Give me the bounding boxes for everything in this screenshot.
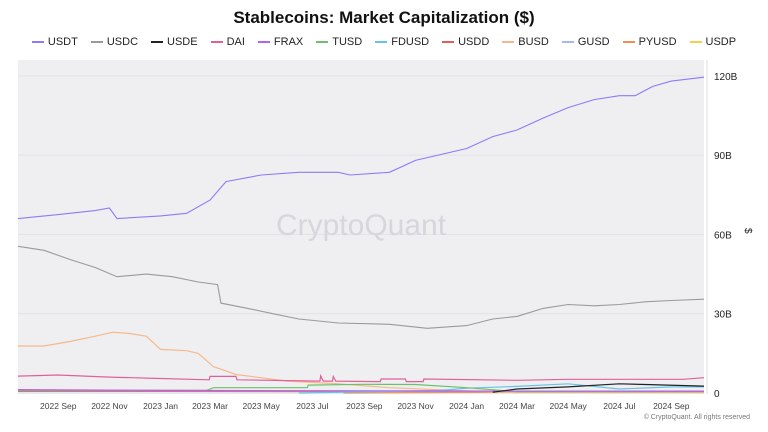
legend-label: BUSD xyxy=(518,36,549,48)
y-axis-label: $ xyxy=(742,228,753,234)
legend-swatch xyxy=(622,41,635,43)
y-tick-label: 120B xyxy=(714,72,738,83)
legend-label: FRAX xyxy=(273,36,304,48)
watermark: CryptoQuant xyxy=(276,209,447,242)
series-line-usde xyxy=(492,383,705,393)
legend-swatch xyxy=(502,41,515,43)
legend-item-usdc[interactable]: USDC xyxy=(90,36,139,48)
x-tick-label: 2023 Jan xyxy=(143,401,178,411)
legend-label: FDUSD xyxy=(391,36,430,48)
legend-swatch xyxy=(689,41,702,43)
series-line-busd xyxy=(18,331,704,394)
x-tick-label: 2023 Nov xyxy=(397,401,434,411)
series-line-fdusd xyxy=(298,383,704,394)
legend-swatch xyxy=(151,41,164,43)
legend-item-dai[interactable]: DAI xyxy=(210,36,245,48)
legend-item-usdd[interactable]: USDD xyxy=(442,36,489,48)
legend-label: USDE xyxy=(167,36,198,48)
x-axis: 2022 Sep 2022 Nov 2023 Jan 2023 Mar 2023 May… xyxy=(40,401,690,411)
legend-swatch xyxy=(442,41,455,43)
x-tick-label: 2022 Nov xyxy=(91,401,128,411)
legend-swatch xyxy=(90,41,103,43)
legend-swatch xyxy=(316,41,329,43)
x-tick-label: 2024 May xyxy=(549,401,587,411)
x-tick-label: 2024 Jan xyxy=(449,401,484,411)
y-tick-label: 60B xyxy=(714,230,732,241)
legend-label: PYUSD xyxy=(638,36,677,48)
plot-background xyxy=(18,60,704,394)
y-axis: 0 30B 60B 90B 120B xyxy=(714,72,738,400)
series-lines xyxy=(17,76,705,394)
legend-label: USDT xyxy=(47,36,78,48)
legend-swatch xyxy=(257,41,270,43)
legend-item-pyusd[interactable]: PYUSD xyxy=(622,36,677,48)
legend-label: USDD xyxy=(458,36,490,48)
legend-item-usde[interactable]: USDE xyxy=(151,36,198,48)
series-line-frax xyxy=(17,389,705,392)
x-tick-label: 2023 May xyxy=(243,401,281,411)
x-tick-label: 2022 Sep xyxy=(40,401,77,411)
x-tick-label: 2024 Sep xyxy=(653,401,690,411)
legend-swatch xyxy=(375,41,388,43)
legend-swatch xyxy=(210,41,223,43)
legend-item-frax[interactable]: FRAX xyxy=(257,36,304,48)
y-tick-label: 90B xyxy=(714,151,732,162)
legend-item-usdp[interactable]: USDP xyxy=(689,36,737,48)
series-line-usdt xyxy=(17,76,705,220)
x-tick-label: 2023 Sep xyxy=(346,401,383,411)
series-line-tusd xyxy=(18,383,704,393)
x-tick-label: 2023 Mar xyxy=(192,401,228,411)
x-tick-label: 2024 Jul xyxy=(603,401,635,411)
chart-title: Stablecoins: Market Capitalization ($) xyxy=(233,8,535,27)
y-tick-label: 30B xyxy=(714,310,732,321)
series-line-dai xyxy=(17,373,705,383)
x-tick-label: 2024 Mar xyxy=(499,401,535,411)
legend-label: GUSD xyxy=(577,36,610,48)
legend-item-fdusd[interactable]: FDUSD xyxy=(375,36,429,48)
legend-item-busd[interactable]: BUSD xyxy=(502,36,549,48)
series-line-usdc xyxy=(17,245,705,329)
copyright-footer: © CryptoQuant. All rights reserved xyxy=(643,414,750,421)
legend-swatch xyxy=(31,41,44,43)
legend: USDT USDC USDE DAI FRAX TUSD FDUSD USDD BUSD GUSD… xyxy=(0,36,768,48)
legend-item-tusd[interactable]: TUSD xyxy=(316,36,362,48)
legend-label: USDC xyxy=(106,36,139,48)
legend-item-gusd[interactable]: GUSD xyxy=(561,36,610,48)
y-tick-label: 0 xyxy=(714,389,720,400)
legend-label: TUSD xyxy=(332,36,363,48)
legend-swatch xyxy=(561,41,574,43)
x-tick-label: 2023 Jul xyxy=(296,401,328,411)
legend-label: DAI xyxy=(226,36,245,48)
legend-label: USDP xyxy=(705,36,737,48)
legend-item-usdt[interactable]: USDT xyxy=(31,36,78,48)
